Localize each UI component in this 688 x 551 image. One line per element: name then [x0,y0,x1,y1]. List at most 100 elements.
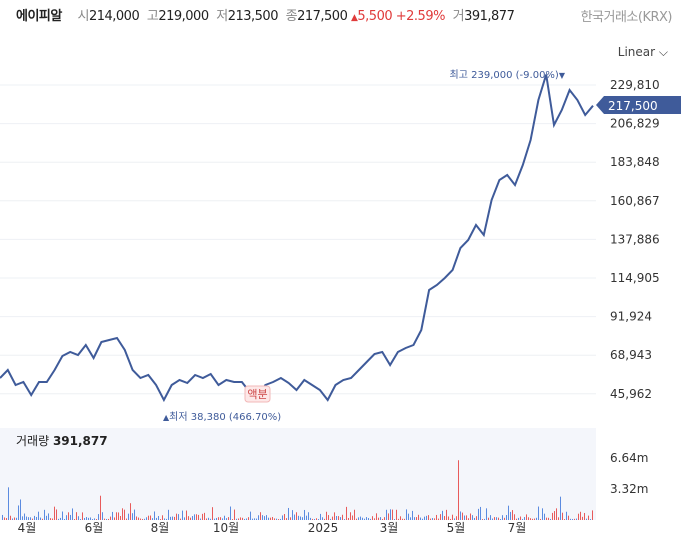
volume-bar [328,515,329,520]
volume-bar [352,515,353,520]
volume-bar [412,510,413,520]
volume-bar [24,513,25,520]
volume-bar [138,517,139,520]
volume-bar [76,512,77,520]
volume-label: 거 [452,9,465,24]
volume-bar [446,509,447,520]
volume-bar [150,515,151,520]
volume-bar [90,517,91,520]
volume-bar [170,516,171,520]
volume-bar [102,512,103,520]
volume-bar [444,516,445,520]
volume-bar [308,512,309,520]
volume-bar [410,517,411,520]
volume-bar [88,517,89,520]
volume-bar [590,519,591,520]
volume-bar [162,515,163,520]
volume-value: 391,877 [464,9,515,24]
volume-bar [104,518,105,520]
volume-bar [406,509,407,520]
x-tick-label: 4월 [18,521,37,535]
volume-bar [178,514,179,520]
volume-bar [512,510,513,520]
close-value: 217,500 [297,9,348,24]
volume-bar [86,517,87,520]
volume-bar [554,511,555,520]
volume-bar [414,517,415,520]
volume-bar [176,513,177,520]
volume-bar [430,518,431,520]
event-badge[interactable] [244,385,271,403]
volume-bar [484,518,485,520]
volume-bar [124,509,125,520]
volume-bar [394,518,395,520]
volume-bar [588,515,589,520]
volume-bar [236,518,237,520]
volume-bar [366,517,367,520]
volume-bar [50,518,51,520]
volume-bar [224,515,225,520]
volume-bar [514,514,515,520]
volume-bar [238,518,239,520]
volume-bar [422,518,423,520]
volume-bar [4,517,5,520]
volume-bar [336,516,337,520]
volume-bar [298,515,299,520]
volume-bar [370,518,371,520]
volume-bar [338,516,339,520]
volume-bar [520,516,521,520]
x-tick-label: 7월 [508,521,527,535]
volume-bar [398,518,399,520]
volume-bar [202,513,203,520]
volume-bar [428,515,429,520]
volume-bar [286,518,287,520]
volume-bar [522,518,523,520]
volume-bar [234,509,235,520]
volume-bar [562,512,563,520]
volume-bar [356,518,357,520]
min-annotation: ▲최저 38,380 (466.70%) [163,411,281,423]
volume-bar [480,506,481,520]
volume-bar [330,518,331,520]
volume-bar [474,517,475,520]
volume-bar [448,516,449,520]
volume-bar [378,517,379,520]
scale-select[interactable]: Linear ⌵ [618,45,668,60]
volume-bar [42,518,43,520]
volume-bar [20,499,21,520]
volume-bar [116,512,117,520]
up-triangle-icon: ▲ [350,13,358,23]
volume-bar [502,515,503,520]
volume-bar [194,514,195,520]
volume-bar [44,509,45,520]
volume-bar [200,518,201,520]
volume-bar [252,518,253,520]
x-tick-label: 10월 [213,521,239,535]
volume-bar [142,518,143,520]
volume-bar [592,510,593,520]
volume-bar [82,512,83,520]
volume-bar [418,514,419,520]
volume-bar [544,513,545,520]
volume-bar [478,508,479,520]
volume-bar [322,517,323,520]
x-tick-label: 6월 [85,521,104,535]
volume-bar [500,519,501,520]
chevron-down-icon: ⌵ [658,45,668,59]
volume-bar [198,514,199,520]
volume-bar [6,518,7,520]
volume-bar [122,508,123,520]
volume-bar [70,514,71,520]
low-value: 213,500 [227,9,279,24]
volume-bar [526,514,527,520]
volume-bar [206,518,207,520]
volume-bar [100,495,101,520]
volume-bar [462,512,463,520]
volume-bar [434,518,435,520]
volume-bar [342,514,343,520]
volume-bar [426,515,427,520]
volume-bar [464,515,465,520]
volume-bar [300,516,301,520]
volume-bar [146,517,147,520]
volume-bar [476,516,477,520]
